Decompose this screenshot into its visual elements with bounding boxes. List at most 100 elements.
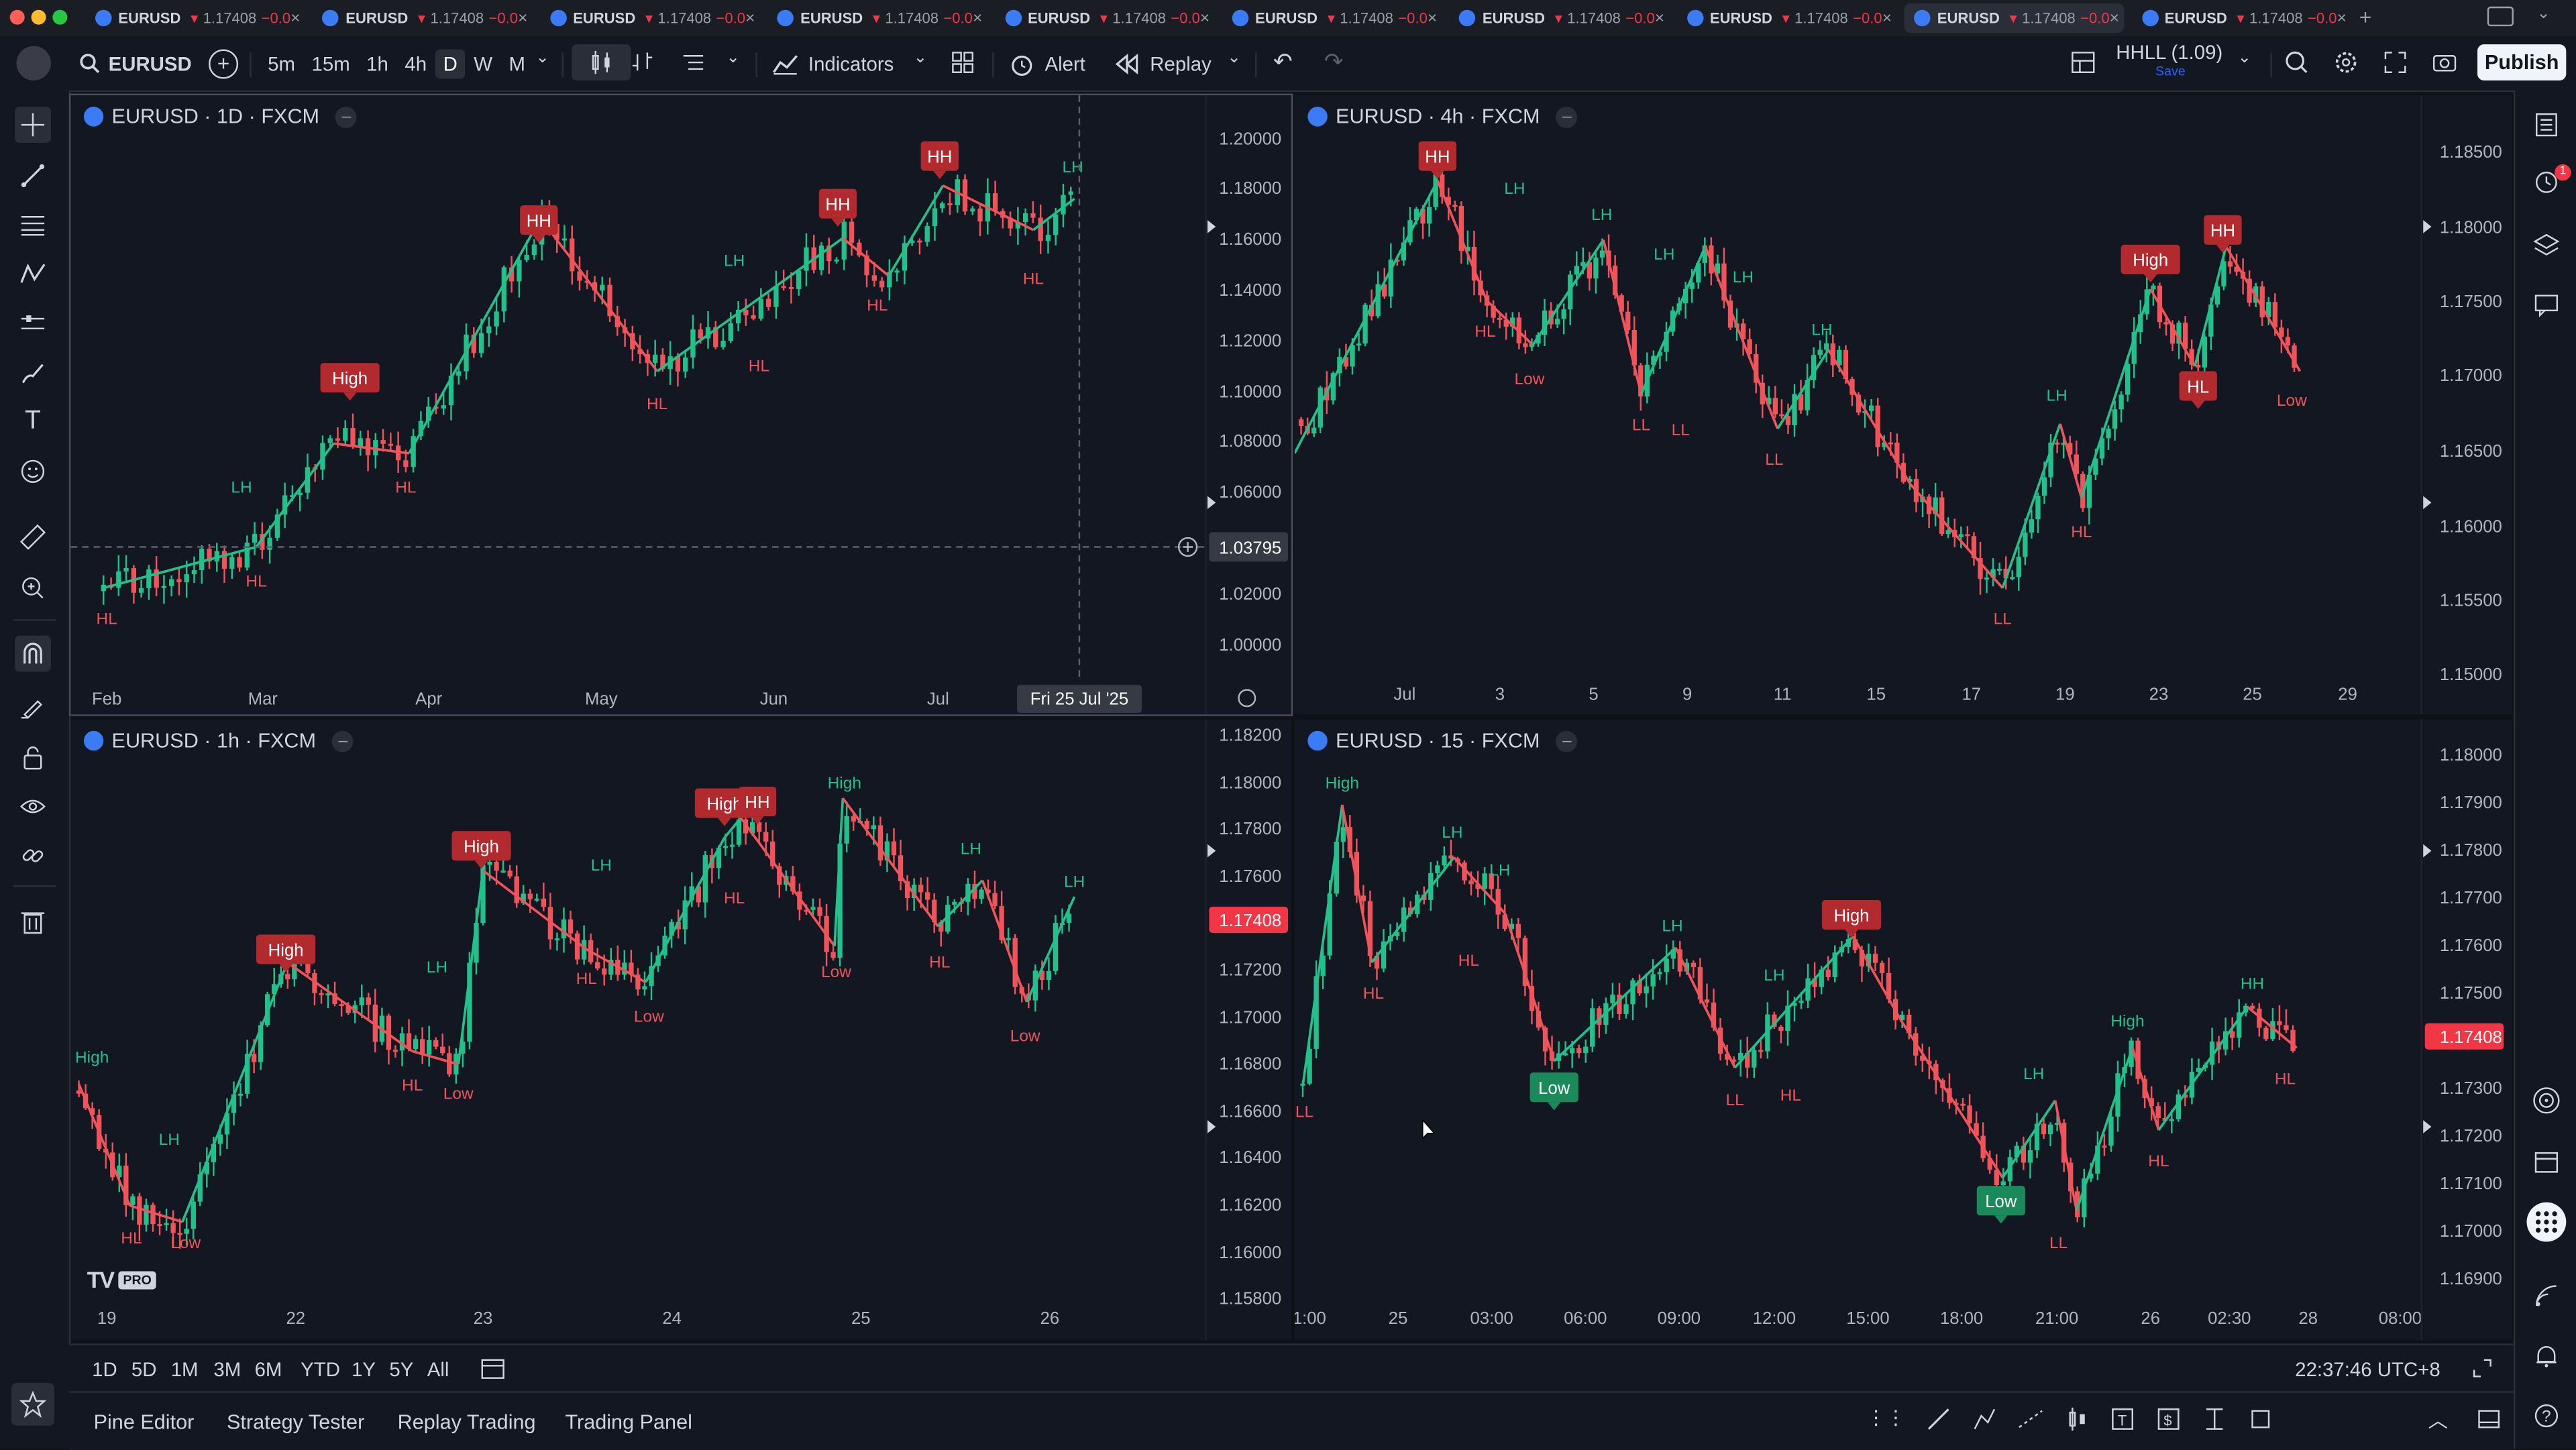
collapse-panel-icon[interactable]: ︿ xyxy=(2428,1409,2449,1433)
layout-grid-icon[interactable] xyxy=(950,49,976,75)
indicators-button[interactable]: Indicators xyxy=(772,46,894,80)
interval-5m[interactable]: 5m xyxy=(268,52,296,75)
browser-tab[interactable]: EURUSD ▾ 1.17408 −0.0 × xyxy=(1904,3,2125,33)
calendar-icon[interactable] xyxy=(2528,1143,2565,1179)
chat-icon[interactable] xyxy=(2528,288,2565,324)
close-tab-icon[interactable]: × xyxy=(972,9,983,27)
candles-chart-type-icon[interactable] xyxy=(572,44,631,80)
chart-pane-4h[interactable]: HH LH HL LH Low LH LL LL LH LL LH LL LH HL High HH HL Low… xyxy=(1294,95,2512,715)
camera-icon[interactable] xyxy=(2431,49,2457,75)
browser-tab[interactable]: EURUSD ▾ 1.17408 −0.0 × xyxy=(1677,3,1897,33)
tab-pine-editor[interactable]: Pine Editor xyxy=(93,1410,195,1434)
layout-dropdown-icon[interactable]: ⌄ xyxy=(2237,49,2252,68)
avatar[interactable] xyxy=(16,46,51,80)
browser-tab[interactable]: EURUSD ▾ 1.17408 −0.0 × xyxy=(540,3,760,33)
pattern-icon[interactable] xyxy=(15,256,51,292)
text-note-icon[interactable]: T xyxy=(2109,1406,2135,1432)
browser-tab[interactable]: EURUSD ▾ 1.17408 −0.0 × xyxy=(2132,3,2352,33)
range-1y[interactable]: 1Y xyxy=(352,1358,376,1382)
clock[interactable]: 22:37:46 UTC+8 xyxy=(2295,1358,2440,1382)
close-tab-icon[interactable]: × xyxy=(1427,9,1438,27)
interval-1h[interactable]: 1h xyxy=(366,52,388,75)
browser-tab[interactable]: EURUSD ▾ 1.17408 −0.0 × xyxy=(1222,3,1442,33)
fib-retracement-icon[interactable] xyxy=(15,207,51,243)
zoom-in-icon[interactable] xyxy=(15,570,51,606)
favorites-star-icon[interactable] xyxy=(11,1383,54,1426)
panel-window-icon[interactable] xyxy=(2477,1409,2500,1429)
quick-search-icon[interactable] xyxy=(2284,49,2310,75)
chart-pane-1h[interactable]: High HL LH Low High HL LH Low High HL LH Low High HH H… xyxy=(70,719,1291,1341)
crosshair-icon[interactable] xyxy=(15,107,51,144)
candle-tool-icon[interactable] xyxy=(2063,1406,2090,1432)
indicators-dropdown-icon[interactable]: ⌄ xyxy=(913,49,928,68)
collapse-legend-button[interactable]: – xyxy=(1556,730,1578,752)
new-tab-icon[interactable]: + xyxy=(2359,5,2372,30)
magnet-icon[interactable] xyxy=(15,635,51,672)
interval-w[interactable]: W xyxy=(474,52,493,75)
range-3m[interactable]: 3M xyxy=(213,1358,241,1382)
close-tab-icon[interactable]: × xyxy=(1199,9,1210,27)
interval-m[interactable]: M xyxy=(508,52,526,75)
fullscreen-icon[interactable] xyxy=(2382,49,2408,75)
browser-tab[interactable]: EURUSD ▾ 1.17408 −0.0 × xyxy=(995,3,1215,33)
ruler-icon[interactable] xyxy=(15,519,51,555)
layout-select-icon[interactable] xyxy=(2070,49,2096,75)
symbol-search[interactable]: EURUSD xyxy=(79,46,192,80)
interval-4h[interactable]: 4h xyxy=(405,52,427,75)
redo-icon[interactable]: ↷ xyxy=(1324,48,1344,74)
minimize-window-icon[interactable] xyxy=(31,9,46,25)
link-icon[interactable] xyxy=(15,838,51,874)
line-tool-icon[interactable] xyxy=(1925,1406,1951,1432)
chart-canvas-4h[interactable]: HH LH HL LH Low LH LL LL LH LL LH LL LH HL High HH HL Low… xyxy=(1294,95,2512,715)
tab-replay-trading[interactable]: Replay Trading xyxy=(397,1410,536,1434)
interval-15m[interactable]: 15m xyxy=(311,52,350,75)
browser-tab[interactable]: EURUSD ▾ 1.17408 −0.0 × xyxy=(767,3,987,33)
close-tab-icon[interactable]: × xyxy=(290,9,301,27)
watchlist-icon[interactable] xyxy=(2528,107,2565,143)
rectangle-tool-icon[interactable] xyxy=(2247,1406,2273,1432)
alert-button[interactable]: Alert xyxy=(1009,46,1085,80)
range-1d[interactable]: 1D xyxy=(92,1358,117,1382)
layers-icon[interactable] xyxy=(2528,227,2565,263)
target-icon[interactable] xyxy=(2528,1082,2565,1119)
interval-dropdown-icon[interactable]: ⌄ xyxy=(535,49,549,68)
brush-icon[interactable] xyxy=(15,355,51,391)
bar-chart-type-icon[interactable] xyxy=(631,49,657,75)
drag-handle-icon[interactable]: ⋮⋮ xyxy=(1866,1406,1906,1429)
eye-icon[interactable] xyxy=(15,789,51,825)
price-label-icon[interactable]: $ xyxy=(2155,1406,2182,1432)
range-ytd[interactable]: YTD xyxy=(301,1358,340,1382)
chart-type-dropdown-icon[interactable]: ⌄ xyxy=(726,49,740,68)
range-6m[interactable]: 6M xyxy=(254,1358,282,1382)
apps-grid-icon[interactable] xyxy=(2526,1202,2567,1242)
forecasting-icon[interactable] xyxy=(15,306,51,342)
replay-button[interactable]: Replay xyxy=(1114,46,1212,80)
maximize-window-icon[interactable] xyxy=(52,9,68,25)
signal-stream-icon[interactable] xyxy=(2528,1278,2565,1314)
chart-pane-15m[interactable]: High LL HL LH LH HL Low LH LL LH HL High LH Low LL High… xyxy=(1294,719,2512,1341)
browser-tab[interactable]: EURUSD ▾ 1.17408 −0.0 × xyxy=(1450,3,1670,33)
path-tool-icon[interactable] xyxy=(1972,1406,1998,1432)
close-tab-icon[interactable]: × xyxy=(2337,9,2347,27)
tab-menu-icon[interactable]: ⌄ xyxy=(2536,5,2551,23)
date-range-icon[interactable] xyxy=(480,1357,506,1380)
sidebar-toggle-icon[interactable] xyxy=(2487,6,2514,27)
tab-trading-panel[interactable]: Trading Panel xyxy=(565,1410,692,1434)
replay-dropdown-icon[interactable]: ⌄ xyxy=(1227,49,1241,68)
chart-settings-list-icon[interactable] xyxy=(680,49,706,75)
publish-button[interactable]: Publish xyxy=(2477,44,2567,80)
layout-name[interactable]: HHLL (1.09) Save xyxy=(2116,43,2222,80)
bell-icon[interactable] xyxy=(2528,1337,2565,1373)
chart-canvas-15m[interactable]: High LL HL LH LH HL Low LH LL LH HL High LH Low LL High… xyxy=(1294,719,2512,1341)
close-tab-icon[interactable]: × xyxy=(1654,9,1665,27)
emoji-icon[interactable] xyxy=(15,453,51,490)
range-all[interactable]: All xyxy=(427,1358,449,1382)
stay-in-drawing-mode-icon[interactable] xyxy=(15,688,51,724)
help-icon[interactable]: ? xyxy=(2528,1398,2565,1434)
lock-icon[interactable] xyxy=(15,739,51,775)
collapse-legend-button[interactable]: – xyxy=(332,730,354,752)
alerts-clock-icon[interactable] xyxy=(2528,164,2565,201)
text-icon[interactable]: T xyxy=(25,407,41,435)
undo-icon[interactable]: ↶ xyxy=(1273,48,1293,74)
